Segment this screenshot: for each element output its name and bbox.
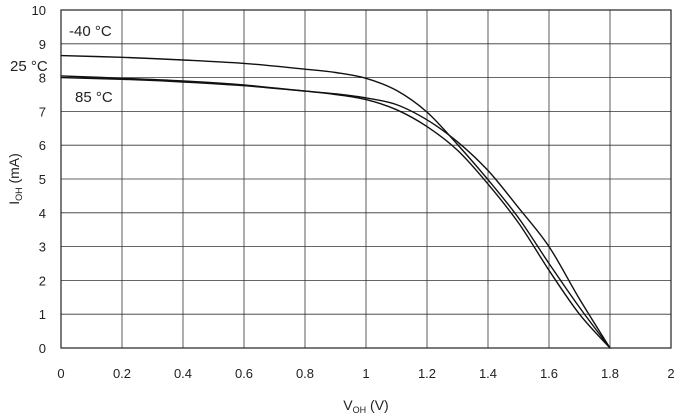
y-tick-label: 9 xyxy=(39,37,46,52)
y-tick-label: 6 xyxy=(39,138,46,153)
y-axis-title-sub: OH xyxy=(14,187,24,201)
y-tick-label: 0 xyxy=(39,341,46,356)
series-line-2 xyxy=(60,75,611,349)
x-axis-title-unit: (V) xyxy=(366,397,389,413)
annotation-25c: 25 °C xyxy=(10,58,48,75)
y-tick-label: 4 xyxy=(39,206,46,221)
y-tick-label: 7 xyxy=(39,104,46,119)
y-axis-title-unit: (mA) xyxy=(6,153,22,187)
x-tick-label: 0 xyxy=(57,366,64,381)
x-tick-label: 1.4 xyxy=(479,366,497,381)
y-tick-label: 10 xyxy=(32,3,46,18)
x-tick-label: 0.6 xyxy=(235,366,253,381)
x-tick-label: 0.8 xyxy=(296,366,314,381)
series-group xyxy=(60,54,611,349)
x-tick-label: 1.8 xyxy=(601,366,619,381)
y-tick-label: 8 xyxy=(39,71,46,86)
x-tick-label: 0.2 xyxy=(113,366,131,381)
x-axis-title-main: V xyxy=(343,397,353,413)
x-axis-title: VOH (V) xyxy=(343,397,388,415)
x-tick-label: 1.2 xyxy=(418,366,436,381)
series-line-1 xyxy=(60,54,611,349)
y-axis-title: IOH (mA) xyxy=(6,153,24,205)
y-tick-label: 2 xyxy=(39,273,46,288)
annotation-minus-40c: -40 °C xyxy=(69,23,112,40)
x-axis-title-sub: OH xyxy=(353,405,367,415)
y-tick-label: 3 xyxy=(39,240,46,255)
y-tick-labels: 0 1 2 3 4 5 6 7 8 9 10 xyxy=(32,3,46,356)
plot-frame xyxy=(60,9,672,349)
x-tick-label: 0.4 xyxy=(174,366,192,381)
y-axis-title-main: I xyxy=(6,201,22,205)
x-tick-labels: 0 0.2 0.4 0.6 0.8 1 1.2 1.4 1.6 1.8 2 xyxy=(57,366,674,381)
y-tick-label: 5 xyxy=(39,172,46,187)
annotation-85c: 85 °C xyxy=(75,89,113,106)
x-tick-label: 2 xyxy=(667,366,674,381)
y-tick-label: 1 xyxy=(39,307,46,322)
series-line-3 xyxy=(60,76,611,349)
x-tick-label: 1 xyxy=(362,366,369,381)
x-tick-label: 1.6 xyxy=(540,366,558,381)
